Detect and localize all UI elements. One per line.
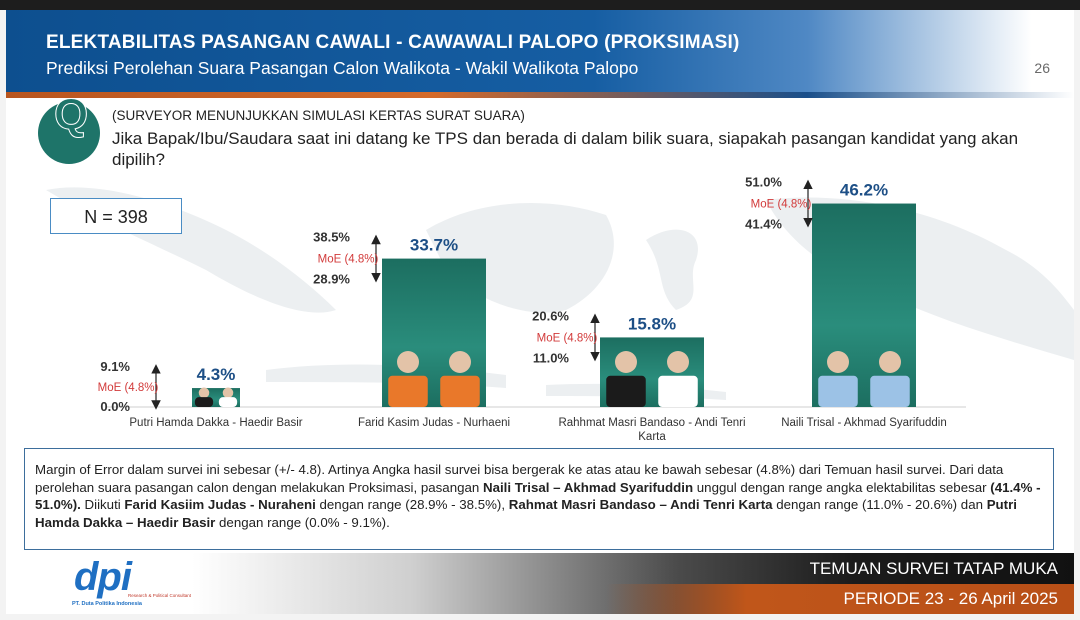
bar bbox=[812, 203, 916, 407]
logo-tagline: Research & Political Consultant bbox=[128, 593, 192, 598]
page-title: ELEKTABILITAS PASANGAN CAWALI - CAWAWALI… bbox=[46, 32, 740, 53]
note-text: Margin of Error dalam survei ini sebesar… bbox=[35, 462, 1004, 495]
header-banner: ELEKTABILITAS PASANGAN CAWALI - CAWAWALI… bbox=[6, 10, 1074, 92]
question-text: Jika Bapak/Ibu/Saudara saat ini datang k… bbox=[112, 129, 1019, 169]
footer-title-bar: TEMUAN SURVEI TATAP MUKA bbox=[606, 553, 1074, 583]
note-text: dengan range (11.0% - 20.6%) dan bbox=[772, 497, 987, 512]
photo-head bbox=[667, 351, 689, 373]
footer-title: TEMUAN SURVEI TATAP MUKA bbox=[809, 559, 1058, 578]
page-number: 26 bbox=[1034, 60, 1050, 76]
photo-head bbox=[397, 351, 419, 373]
moe-label: MoE (4.8%) bbox=[318, 254, 379, 266]
bar-value-label: 4.3% bbox=[197, 365, 236, 384]
range-high-label: 38.5% bbox=[313, 229, 350, 244]
range-high-label: 9.1% bbox=[100, 359, 130, 374]
question-note: (SURVEYOR MENUNJUKKAN SIMULASI KERTAS SU… bbox=[112, 108, 525, 123]
category-label: Farid Kasim Judas - Nurhaeni bbox=[358, 417, 510, 429]
category-label: Naili Trisal - Akhmad Syarifuddin bbox=[781, 417, 947, 429]
moe-label: MoE (4.8%) bbox=[751, 199, 812, 211]
photo-head bbox=[449, 351, 471, 373]
note-text: Diikuti bbox=[80, 497, 125, 512]
logo-company: PT. Duta Politika Indonesia bbox=[72, 601, 142, 607]
moe-label: MoE (4.8%) bbox=[537, 332, 598, 344]
photo-body bbox=[658, 375, 698, 407]
slide: ELEKTABILITAS PASANGAN CAWALI - CAWAWALI… bbox=[6, 10, 1074, 614]
explanation-box: Margin of Error dalam survei ini sebesar… bbox=[24, 448, 1054, 550]
note-bold: Putri Hamda Dakka – Haedir Basir bbox=[35, 497, 1017, 530]
note-bold: Farid Kasiim Judas - Nuraheni bbox=[124, 497, 316, 512]
note-bold: (41.4% - 51.0%). bbox=[35, 479, 1041, 513]
note-bold: Rahmat Masri Bandaso – Andi Tenri Karta bbox=[508, 497, 773, 512]
range-high-label: 20.6% bbox=[532, 308, 569, 323]
footer-period: PERIODE 23 - 26 April 2025 bbox=[843, 589, 1058, 608]
photo-body bbox=[388, 375, 428, 407]
photo-head bbox=[615, 351, 637, 373]
photo-head bbox=[222, 387, 234, 399]
bar-value-label: 46.2% bbox=[840, 181, 888, 200]
category-label: Putri Hamda Dakka - Haedir Basir bbox=[129, 417, 302, 429]
note-text: unggul dengan range angka elektabilitas … bbox=[693, 479, 991, 495]
photo-body bbox=[194, 397, 214, 407]
photo-body bbox=[218, 397, 238, 407]
header-divider bbox=[6, 92, 1074, 98]
sample-size-box: N = 398 bbox=[50, 198, 182, 234]
moe-label: MoE (4.8%) bbox=[98, 382, 159, 394]
range-low-label: 11.0% bbox=[533, 351, 570, 366]
question-letter: Q bbox=[53, 90, 89, 140]
page-subtitle: Prediksi Perolehan Suara Pasangan Calon … bbox=[46, 58, 639, 78]
bar-value-label: 33.7% bbox=[410, 236, 458, 255]
range-high-label: 51.0% bbox=[745, 174, 782, 189]
note-text: dengan range (0.0% - 9.1%). bbox=[215, 514, 390, 530]
range-low-label: 41.4% bbox=[745, 217, 782, 232]
range-low-label: 28.9% bbox=[313, 272, 350, 287]
category-label: Karta bbox=[638, 431, 666, 443]
question-icon bbox=[38, 102, 100, 164]
note-text: dengan range (28.9% - 38.5%), bbox=[315, 497, 509, 512]
note-bold: Naili Trisal – Akhmad Syarifuddin bbox=[482, 479, 694, 495]
photo-head bbox=[879, 351, 901, 373]
dpi-logo: dpi Research & Political Consultant PT. … bbox=[66, 555, 196, 611]
photo-body bbox=[870, 375, 910, 407]
top-black-strip bbox=[0, 0, 1080, 10]
photo-head bbox=[198, 387, 210, 399]
range-low-label: 0.0% bbox=[100, 399, 130, 414]
footer-period-bar: PERIODE 23 - 26 April 2025 bbox=[606, 584, 1074, 614]
logo-text: dpi bbox=[74, 555, 132, 599]
photo-body bbox=[818, 375, 858, 407]
photo-body bbox=[606, 375, 646, 407]
chart: 4.3% 9.1% 0.0% MoE (4.8%) Putri Hamda Dakka … bbox=[98, 174, 966, 443]
bar-value-label: 15.8% bbox=[628, 314, 676, 333]
category-label: Rahhmat Masri Bandaso - Andi Tenri bbox=[558, 417, 745, 429]
photo-head bbox=[827, 351, 849, 373]
photo-body bbox=[440, 375, 480, 407]
